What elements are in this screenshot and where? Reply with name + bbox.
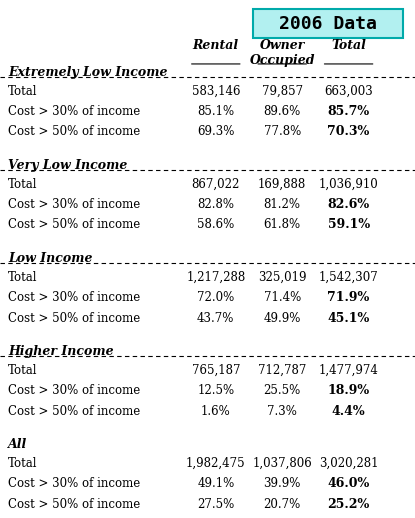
Text: 81.2%: 81.2% xyxy=(264,198,301,211)
Text: 12.5%: 12.5% xyxy=(197,384,234,397)
Text: 4.4%: 4.4% xyxy=(332,405,366,418)
Text: Total: Total xyxy=(8,178,38,191)
Text: 7.3%: 7.3% xyxy=(267,405,297,418)
Text: 58.6%: 58.6% xyxy=(197,219,234,232)
Text: Extremely Low Income: Extremely Low Income xyxy=(8,66,168,79)
Text: 49.9%: 49.9% xyxy=(264,311,301,325)
Text: Total: Total xyxy=(8,364,38,377)
Text: 867,022: 867,022 xyxy=(192,178,240,191)
Text: 70.3%: 70.3% xyxy=(327,125,370,138)
Text: Cost > 30% of income: Cost > 30% of income xyxy=(8,291,141,304)
Text: 85.1%: 85.1% xyxy=(197,105,234,118)
Text: 43.7%: 43.7% xyxy=(197,311,234,325)
Text: 89.6%: 89.6% xyxy=(264,105,301,118)
Text: 583,146: 583,146 xyxy=(192,85,240,98)
Text: 27.5%: 27.5% xyxy=(197,498,234,511)
Text: Low Income: Low Income xyxy=(8,252,93,265)
Text: 71.9%: 71.9% xyxy=(327,291,370,304)
Text: 712,787: 712,787 xyxy=(258,364,306,377)
Text: Total: Total xyxy=(331,39,366,52)
Text: 69.3%: 69.3% xyxy=(197,125,234,138)
Text: Owner
Occupied: Owner Occupied xyxy=(249,39,315,67)
Text: 61.8%: 61.8% xyxy=(264,219,301,232)
Text: 79,857: 79,857 xyxy=(261,85,303,98)
Text: Very Low Income: Very Low Income xyxy=(8,159,128,172)
Text: 1,477,974: 1,477,974 xyxy=(319,364,378,377)
Text: Cost > 50% of income: Cost > 50% of income xyxy=(8,498,141,511)
Text: Cost > 30% of income: Cost > 30% of income xyxy=(8,105,141,118)
FancyBboxPatch shape xyxy=(253,9,403,38)
Text: 49.1%: 49.1% xyxy=(197,478,234,491)
Text: Rental: Rental xyxy=(193,39,239,52)
Text: Cost > 30% of income: Cost > 30% of income xyxy=(8,478,141,491)
Text: Higher Income: Higher Income xyxy=(8,345,114,358)
Text: 25.2%: 25.2% xyxy=(327,498,370,511)
Text: Cost > 50% of income: Cost > 50% of income xyxy=(8,311,141,325)
Text: 72.0%: 72.0% xyxy=(197,291,234,304)
Text: Cost > 30% of income: Cost > 30% of income xyxy=(8,384,141,397)
Text: 77.8%: 77.8% xyxy=(264,125,301,138)
Text: 3,020,281: 3,020,281 xyxy=(319,457,378,470)
Text: 1,217,288: 1,217,288 xyxy=(186,271,245,284)
Text: 1.6%: 1.6% xyxy=(201,405,231,418)
Text: 25.5%: 25.5% xyxy=(264,384,301,397)
Text: 82.8%: 82.8% xyxy=(197,198,234,211)
Text: 325,019: 325,019 xyxy=(258,271,306,284)
Text: 2006 Data: 2006 Data xyxy=(279,15,377,33)
Text: 1,037,806: 1,037,806 xyxy=(252,457,312,470)
Text: 1,036,910: 1,036,910 xyxy=(319,178,378,191)
Text: 765,187: 765,187 xyxy=(192,364,240,377)
Text: Cost > 50% of income: Cost > 50% of income xyxy=(8,125,141,138)
Text: 45.1%: 45.1% xyxy=(327,311,370,325)
Text: 39.9%: 39.9% xyxy=(264,478,301,491)
Text: 663,003: 663,003 xyxy=(324,85,373,98)
Text: 46.0%: 46.0% xyxy=(327,478,370,491)
Text: 85.7%: 85.7% xyxy=(327,105,370,118)
Text: All: All xyxy=(8,438,27,451)
Text: 20.7%: 20.7% xyxy=(264,498,301,511)
Text: Total: Total xyxy=(8,457,38,470)
Text: Cost > 30% of income: Cost > 30% of income xyxy=(8,198,141,211)
Text: 82.6%: 82.6% xyxy=(327,198,370,211)
Text: Cost > 50% of income: Cost > 50% of income xyxy=(8,405,141,418)
Text: Cost > 50% of income: Cost > 50% of income xyxy=(8,219,141,232)
Text: 18.9%: 18.9% xyxy=(327,384,370,397)
Text: 1,982,475: 1,982,475 xyxy=(186,457,246,470)
Text: 59.1%: 59.1% xyxy=(327,219,370,232)
Text: 71.4%: 71.4% xyxy=(264,291,301,304)
Text: Total: Total xyxy=(8,271,38,284)
Text: 1,542,307: 1,542,307 xyxy=(319,271,378,284)
Text: 169,888: 169,888 xyxy=(258,178,306,191)
Text: Total: Total xyxy=(8,85,38,98)
